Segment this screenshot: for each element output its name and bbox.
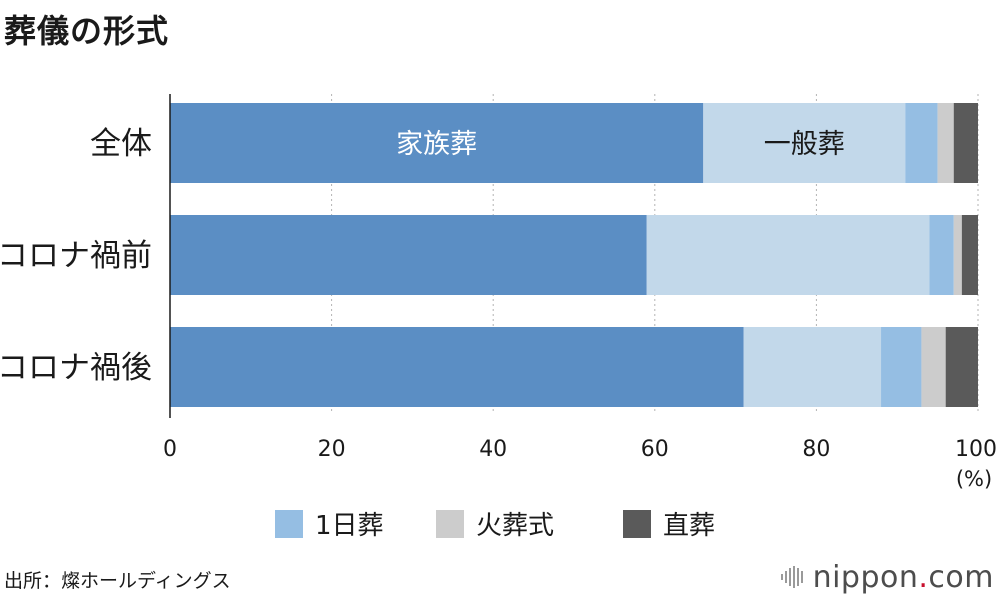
legend-label: 火葬式 [476, 511, 554, 541]
bar-segment [961, 215, 978, 295]
x-tick-label: 60 [641, 437, 669, 462]
x-tick-label: 100 [955, 437, 997, 462]
category-label: 全体 [90, 126, 152, 162]
x-axis-unit: (%) [956, 467, 992, 491]
legend-label: 直葬 [663, 511, 715, 541]
bar-data-label: 一般葬 [764, 129, 845, 160]
bar-segment [170, 215, 647, 295]
x-tick-label: 0 [163, 437, 177, 462]
brand-name: nippon [812, 560, 919, 595]
source-note: 出所：燦ホールディングス [4, 570, 231, 592]
legend-swatch [275, 510, 303, 538]
bar-segment [937, 103, 954, 183]
legend-swatch [623, 510, 651, 538]
x-tick-label: 80 [802, 437, 830, 462]
brand-suffix: com [928, 560, 994, 595]
x-tick-label: 40 [479, 437, 507, 462]
bar-segment [881, 327, 922, 407]
legend-swatch [436, 510, 464, 538]
chart-title: 葬儀の形式 [4, 12, 170, 50]
bar-segment [953, 215, 962, 295]
brand-dot: . [918, 560, 929, 595]
bar-data-label: 家族葬 [396, 129, 477, 160]
brand-logo: nippon.com [780, 560, 994, 596]
bar-segment [921, 327, 946, 407]
bar-segment [170, 327, 744, 407]
bar-segment [953, 103, 978, 183]
x-tick-label: 20 [318, 437, 346, 462]
category-label: コロナ禍前 [0, 238, 152, 274]
bar-segment [170, 103, 704, 183]
bar-segment [905, 103, 938, 183]
brand-lines-icon [780, 561, 807, 596]
category-label: コロナ禍後 [0, 350, 152, 386]
bar-segment [929, 215, 954, 295]
bar-segment [646, 215, 930, 295]
legend-label: 1日葬 [315, 511, 384, 541]
bar-segment [703, 103, 906, 183]
bar-segment [743, 327, 882, 407]
bar-segment [945, 327, 978, 407]
